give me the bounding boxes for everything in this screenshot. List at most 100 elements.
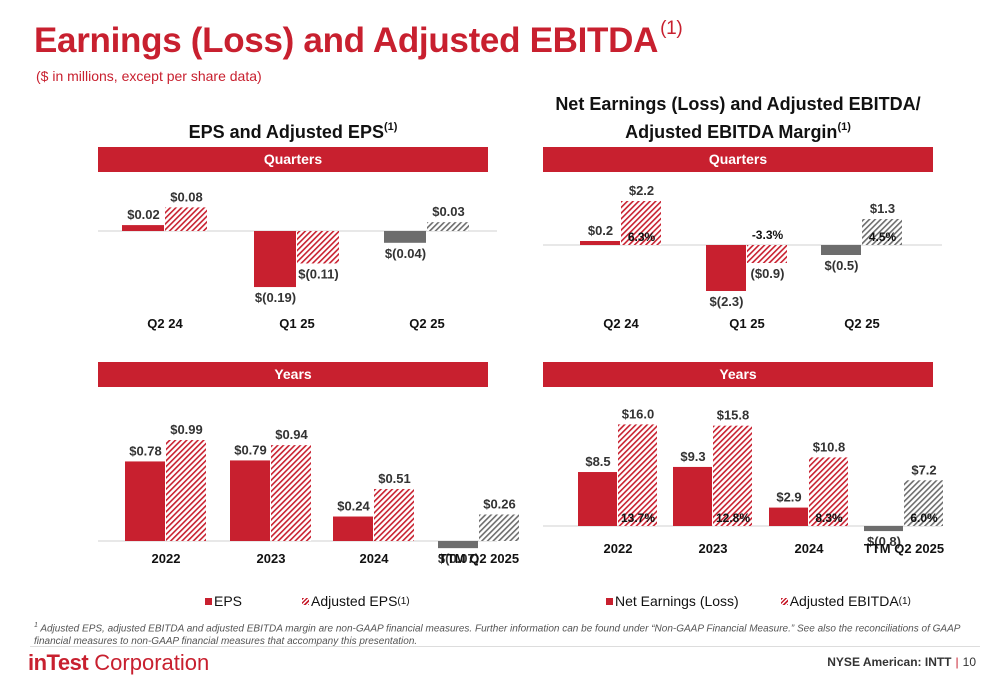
- data-label: $0.03: [432, 204, 465, 219]
- category-label: Q2 24: [603, 316, 639, 331]
- series2-bar: [271, 445, 311, 541]
- data-label: $16.0: [622, 406, 655, 421]
- data-label: $0.94: [275, 427, 308, 442]
- data-label: $7.2: [911, 462, 936, 477]
- data-label: $0.24: [337, 499, 370, 514]
- data-label: $9.3: [680, 449, 705, 464]
- series1-bar: [769, 507, 808, 526]
- series2-bar: [165, 207, 207, 231]
- series2-bar: [166, 440, 206, 541]
- eps-panel-title: EPS and Adjusted EPS(1): [188, 121, 398, 142]
- adjusted-eps-legend-label: Adjusted EPS: [311, 593, 398, 609]
- series1-bar: [122, 225, 164, 231]
- data-label: $(2.3): [710, 294, 744, 309]
- series2-bar: [621, 201, 661, 245]
- data-label: ($0.9): [751, 266, 785, 281]
- eps-years-chart: $0.78 $0.99 2022 $0.79 $0.94 2023 $0.24 $0.51 20…: [98, 422, 519, 566]
- data-label: $0.99: [170, 422, 203, 437]
- series2-bar: [809, 457, 848, 526]
- category-label: Q2 25: [844, 316, 879, 331]
- series1-bar: [706, 245, 746, 291]
- ebitda-quarters-band: Quarters: [543, 147, 933, 172]
- data-label: $(0.04): [385, 246, 426, 261]
- series2-bar: [427, 222, 469, 231]
- series1-bar: [254, 231, 296, 288]
- category-label: 2024: [795, 541, 825, 556]
- ebitda-quarters-chart: $0.2 $2.2 6.3% Q2 24 $(2.3) ($0.9) -3.3% Q1 25 $…: [543, 183, 942, 331]
- data-label: $10.8: [813, 439, 846, 454]
- series2-bar: [297, 231, 339, 264]
- data-label: $0.2: [588, 223, 613, 238]
- margin-label: 8.3%: [815, 511, 843, 525]
- data-label: $(0.8): [867, 534, 901, 549]
- series2-bar: [904, 480, 943, 526]
- data-label: $(0.5): [825, 258, 859, 273]
- category-label: 2022: [604, 541, 633, 556]
- page-title: Earnings (Loss) and Adjusted EBITDA (1): [34, 18, 683, 60]
- eps-legend-label: EPS: [214, 593, 243, 609]
- data-label: $0.02: [127, 207, 160, 222]
- ebitda-panel-title: Net Earnings (Loss) and Adjusted EBITDA/…: [555, 94, 921, 142]
- data-label: $0.78: [129, 443, 162, 458]
- margin-label: 4.5%: [869, 230, 897, 244]
- data-label: $15.8: [717, 408, 750, 423]
- data-label: $0.79: [234, 442, 267, 457]
- ebitda-years-chart: $8.5 $16.0 13.7% 2022 $9.3 $15.8 12.8% 2023 $2.9…: [543, 406, 944, 556]
- series1-bar: [821, 245, 861, 255]
- eps-quarters-band: Quarters: [98, 147, 488, 172]
- adjusted-eps-legend-swatch: [302, 597, 310, 605]
- series2-bar: [374, 488, 414, 541]
- category-label: 2023: [257, 551, 286, 566]
- footer-divider: [30, 646, 980, 647]
- category-label: Q1 25: [729, 316, 764, 331]
- category-label: Q2 24: [147, 316, 183, 331]
- data-label: $0.08: [170, 189, 203, 204]
- series1-bar: [578, 472, 617, 526]
- footnote: 1 Adjusted EPS, adjusted EBITDA and adju…: [34, 622, 961, 648]
- series1-bar: [438, 541, 478, 549]
- margin-label: -3.3%: [752, 228, 784, 242]
- data-label: $2.9: [776, 490, 801, 505]
- series1-bar: [673, 466, 712, 526]
- series2-bar: [618, 424, 657, 526]
- series2-bar: [713, 425, 752, 526]
- margin-label: 6.3%: [628, 230, 656, 244]
- data-label: $(0.07): [438, 551, 479, 566]
- margin-label: 6.0%: [910, 511, 938, 525]
- data-label: $8.5: [585, 454, 610, 469]
- data-label: $0.51: [378, 471, 411, 486]
- series1-bar: [333, 516, 373, 541]
- data-label: $0.26: [483, 496, 516, 511]
- series2-bar: [862, 219, 902, 245]
- page-number: 10: [962, 655, 976, 669]
- net-earnings-legend-swatch: [606, 597, 613, 605]
- margin-label: 13.7%: [621, 511, 655, 525]
- category-label: TTM Q2 2025: [864, 541, 944, 556]
- category-label: Q2 25: [409, 316, 444, 331]
- category-label: 2024: [360, 551, 390, 566]
- category-label: TTM Q2 2025: [439, 551, 519, 566]
- category-label: 2023: [699, 541, 728, 556]
- series1-bar: [230, 460, 270, 541]
- data-label: $(0.19): [255, 290, 296, 305]
- series1-bar: [864, 526, 903, 532]
- adjusted-ebitda-legend-label: Adjusted EBITDA: [789, 593, 899, 609]
- data-label: $2.2: [629, 183, 654, 198]
- adjusted-ebitda-legend-swatch: [780, 597, 788, 605]
- ebitda-legend: Net Earnings (Loss) Adjusted EBITDA (1): [606, 593, 911, 609]
- series1-bar: [125, 461, 165, 541]
- eps-legend-swatch: [205, 597, 212, 605]
- series1-bar: [384, 231, 426, 243]
- series1-bar: [580, 241, 620, 245]
- eps-quarters-chart: $0.02 $0.08 Q2 24 $(0.19)$(0.11) Q1 25 $(0.04…: [98, 189, 497, 331]
- exchange-ticker: NYSE American: INTT | 10: [827, 655, 976, 669]
- margin-label: 12.8%: [716, 511, 750, 525]
- series2-bar: [479, 514, 519, 541]
- data-label: $(0.11): [298, 266, 338, 281]
- series2-bar: [747, 245, 787, 263]
- ebitda-years-band: Years: [543, 362, 933, 387]
- eps-years-band: Years: [98, 362, 488, 387]
- category-label: Q1 25: [279, 316, 314, 331]
- page-subtitle: ($ in millions, except per share data): [36, 68, 262, 84]
- category-label: 2022: [152, 551, 181, 566]
